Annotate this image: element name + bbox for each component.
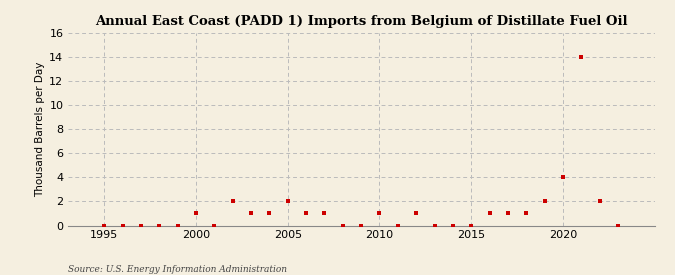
- Point: [264, 211, 275, 216]
- Point: [521, 211, 532, 216]
- Point: [558, 175, 568, 180]
- Point: [209, 223, 220, 228]
- Point: [154, 223, 165, 228]
- Point: [282, 199, 293, 204]
- Point: [227, 199, 238, 204]
- Point: [539, 199, 550, 204]
- Point: [466, 223, 477, 228]
- Point: [411, 211, 422, 216]
- Point: [502, 211, 513, 216]
- Point: [374, 211, 385, 216]
- Point: [576, 55, 587, 59]
- Title: Annual East Coast (PADD 1) Imports from Belgium of Distillate Fuel Oil: Annual East Coast (PADD 1) Imports from …: [95, 15, 628, 28]
- Point: [338, 223, 348, 228]
- Point: [356, 223, 367, 228]
- Point: [246, 211, 256, 216]
- Point: [613, 223, 624, 228]
- Point: [300, 211, 311, 216]
- Point: [319, 211, 330, 216]
- Point: [136, 223, 146, 228]
- Point: [429, 223, 440, 228]
- Point: [117, 223, 128, 228]
- Point: [99, 223, 109, 228]
- Point: [594, 199, 605, 204]
- Point: [190, 211, 201, 216]
- Point: [172, 223, 183, 228]
- Point: [484, 211, 495, 216]
- Y-axis label: Thousand Barrels per Day: Thousand Barrels per Day: [35, 62, 45, 197]
- Text: Source: U.S. Energy Information Administration: Source: U.S. Energy Information Administ…: [68, 265, 286, 274]
- Point: [448, 223, 458, 228]
- Point: [392, 223, 403, 228]
